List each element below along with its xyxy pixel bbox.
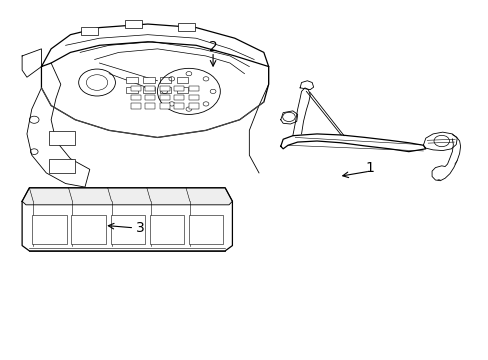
Bar <box>188 95 198 100</box>
Bar <box>81 27 98 35</box>
Bar <box>142 77 154 83</box>
Bar <box>131 103 140 109</box>
Bar <box>110 215 144 244</box>
Bar <box>160 103 169 109</box>
Bar <box>71 215 105 244</box>
Bar <box>145 86 155 91</box>
Bar <box>49 131 75 145</box>
Bar <box>188 86 198 91</box>
Bar <box>160 77 171 83</box>
Bar <box>32 215 66 244</box>
Bar <box>178 23 195 31</box>
Bar <box>145 95 155 100</box>
Text: 2: 2 <box>208 40 217 54</box>
Bar <box>124 20 142 28</box>
Bar <box>160 87 171 93</box>
Bar <box>188 103 198 109</box>
Bar <box>177 77 188 83</box>
Bar <box>49 159 75 173</box>
Bar <box>188 215 223 244</box>
Bar <box>174 95 183 100</box>
Bar <box>142 87 154 93</box>
Bar <box>160 95 169 100</box>
Bar <box>126 87 138 93</box>
Bar <box>126 77 138 83</box>
Bar <box>149 215 183 244</box>
Bar <box>160 86 169 91</box>
Bar <box>174 103 183 109</box>
Bar <box>131 95 140 100</box>
Polygon shape <box>22 188 232 205</box>
Bar <box>174 86 183 91</box>
Bar <box>131 86 140 91</box>
Bar <box>177 87 188 93</box>
Text: 1: 1 <box>365 161 374 175</box>
Bar <box>145 103 155 109</box>
Text: 3: 3 <box>136 221 144 235</box>
